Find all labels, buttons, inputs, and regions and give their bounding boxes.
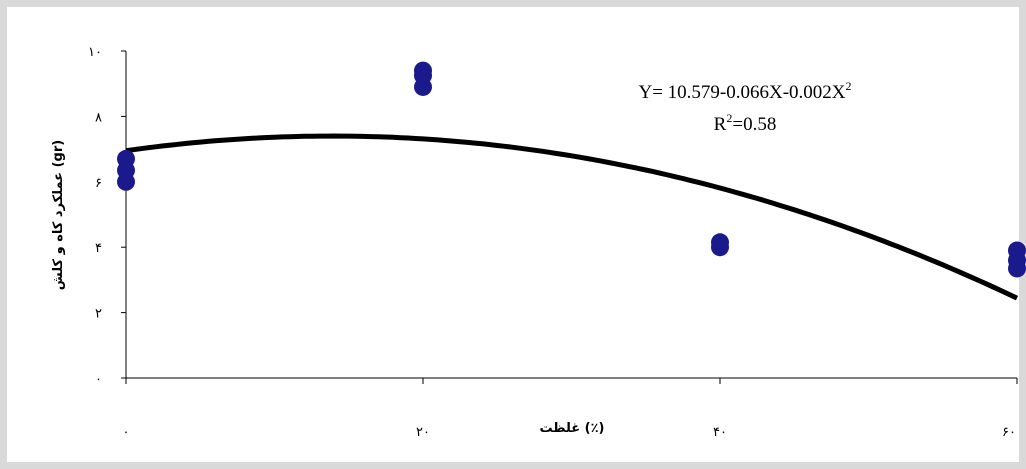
y-tick-label: ۴ [95, 241, 102, 256]
y-tick-label: ۱۰ [88, 45, 102, 60]
y-axis-title: عملکرد کاه و کلش (gr) [51, 140, 66, 290]
data-point [711, 233, 729, 252]
x-tick-label: ۴۰ [713, 425, 727, 440]
chart-frame [7, 7, 1019, 462]
r-squared-label: R2=0.58 [714, 111, 777, 135]
data-point [1008, 241, 1026, 260]
x-tick-label: ۰ [123, 425, 130, 440]
y-tick-label: ۶ [95, 176, 102, 191]
ticks: ۰ ۲ ۴ ۶ ۸ ۱۰ ۰ ۲۰ ۴۰ ۶۰ [88, 45, 1018, 440]
equation-label: Y= 10.579-0.066X-0.002X2 [638, 79, 851, 103]
x-tick-label: ۶۰ [1002, 425, 1016, 440]
y-tick-label: ۸ [95, 110, 102, 125]
axes [125, 51, 1017, 379]
data-points [117, 61, 1026, 278]
trendline [125, 133, 1019, 301]
data-point [117, 149, 135, 168]
x-axis-title: غلظت (٪) [540, 421, 605, 436]
y-tick-label: ۰ [95, 372, 102, 387]
x-tick-label: ۲۰ [416, 425, 430, 440]
data-point [414, 61, 432, 80]
y-tick-label: ۲ [95, 307, 102, 322]
